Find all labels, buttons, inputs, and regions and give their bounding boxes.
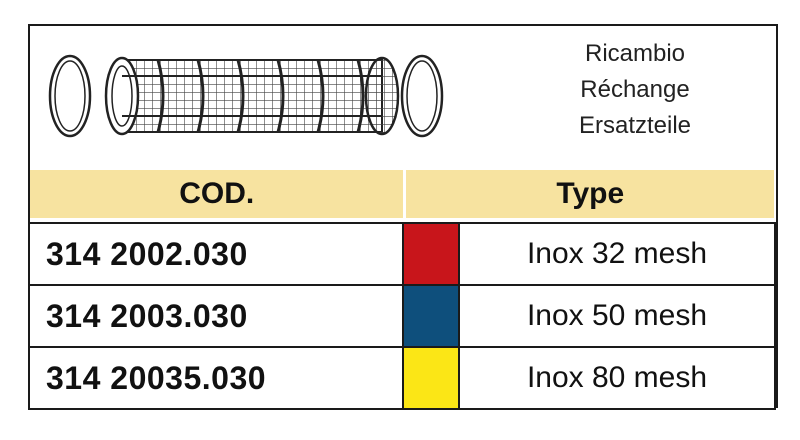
column-header-cod: COD. [179, 177, 255, 210]
table-header: COD. Type [30, 170, 774, 218]
table-frame [28, 24, 778, 408]
mesh-type: Inox 32 mesh [460, 224, 776, 284]
color-swatch [402, 286, 460, 346]
table-row: 314 20035.030 Inox 80 mesh [28, 346, 776, 410]
mesh-type: Inox 50 mesh [460, 286, 776, 346]
color-swatch [402, 224, 460, 284]
part-code: 314 2003.030 [28, 286, 402, 346]
title-italian: Ricambio [584, 40, 686, 67]
table-body: 314 2002.030 Inox 32 mesh 314 2003.030 I… [28, 222, 776, 410]
column-header-type: Type [403, 170, 774, 218]
part-code: 314 2002.030 [28, 224, 402, 284]
title-french: Réchange [580, 76, 690, 103]
table-row: 314 2003.030 Inox 50 mesh [28, 284, 776, 346]
title-german: Ersatzteile [578, 112, 692, 139]
mesh-filter-illustration [48, 54, 444, 138]
spare-part-titles: Ricambio Réchange Ersatzteile [510, 36, 760, 144]
mesh-type: Inox 80 mesh [460, 348, 776, 408]
color-swatch [402, 348, 460, 408]
table-row: 314 2002.030 Inox 32 mesh [28, 222, 776, 284]
part-code: 314 20035.030 [28, 348, 402, 408]
